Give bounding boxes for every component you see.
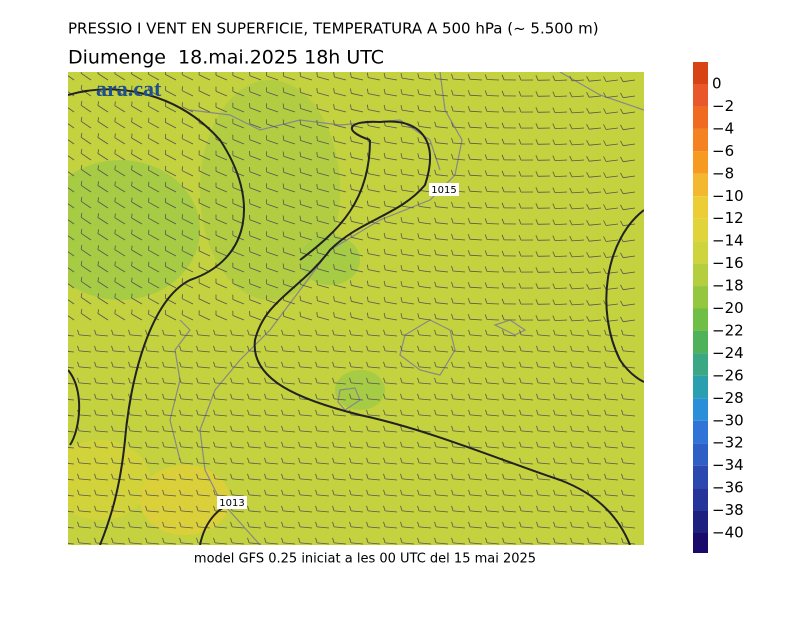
isobar-label-box: [429, 183, 459, 196]
colorbar-swatch: [693, 151, 708, 174]
title: PRESSIO I VENT EN SUPERFICIE, TEMPERATUR…: [68, 20, 599, 38]
colorbar-swatch: [693, 263, 708, 287]
colorbar-label: −28: [712, 389, 744, 407]
colorbar-label: −30: [712, 411, 744, 429]
temperature-area: [68, 440, 150, 520]
isobars: [68, 88, 644, 545]
wind-barbs: [68, 72, 636, 545]
colorbar-swatch: [693, 196, 708, 219]
colorbar-label: 0: [712, 75, 722, 93]
colorbar-swatch: [693, 353, 708, 376]
colorbar-swatch: [693, 465, 708, 489]
colorbar-label: −40: [712, 524, 744, 542]
logo: ara.cat: [96, 76, 162, 101]
isobar-label: 1013: [219, 498, 244, 509]
colorbar-label: −8: [712, 164, 734, 182]
colorbar-swatch: [693, 173, 708, 197]
colorbar-label: −14: [712, 232, 744, 250]
colorbar-label: −4: [712, 119, 734, 137]
colorbar: 0 −2 −4 −6 −8 −10 −12 −14 −16 −18 −20 −22 −24 −26 −28 −…: [693, 62, 744, 553]
colorbar-swatch: [693, 398, 708, 421]
map: 1015 1013 ara.cat: [68, 72, 644, 545]
colorbar-swatch: [693, 420, 708, 444]
subtitle: Diumenge 18.mai.2025 18h UTC: [68, 47, 384, 69]
colorbar-label: −24: [712, 344, 744, 362]
footer: model GFS 0.25 iniciat a les 00 UTC del …: [194, 552, 536, 567]
temperature-area: [335, 370, 385, 410]
colorbar-label: −22: [712, 321, 744, 339]
colorbar-label: −12: [712, 209, 744, 227]
colorbar-label: −10: [712, 187, 744, 205]
colorbar-label: −38: [712, 501, 744, 519]
coastlines: [169, 72, 644, 545]
colorbar-label: −26: [712, 366, 744, 384]
map-background: [68, 72, 644, 545]
colorbar-label: −36: [712, 479, 744, 497]
colorbar-swatch: [693, 218, 708, 242]
temperature-area: [68, 160, 200, 300]
colorbar-swatch: [693, 488, 708, 511]
colorbar-swatch: [693, 106, 708, 129]
colorbar-label: −34: [712, 456, 744, 474]
colorbar-swatch: [693, 533, 708, 553]
isobar-label-box: [217, 496, 247, 509]
colorbar-swatch: [693, 84, 708, 107]
colorbar-swatch: [693, 286, 708, 309]
colorbar-swatch: [693, 443, 708, 466]
colorbar-label: −6: [712, 142, 734, 160]
isobar-label: 1015: [431, 185, 456, 196]
colorbar-label: −18: [712, 277, 744, 295]
colorbar-swatch: [693, 375, 708, 399]
colorbar-swatch: [693, 128, 708, 152]
colorbar-label: −32: [712, 434, 744, 452]
colorbar-swatch: [693, 308, 708, 331]
colorbar-swatch: [693, 241, 708, 264]
colorbar-swatch: [693, 510, 708, 533]
colorbar-label: −2: [712, 97, 734, 115]
colorbar-swatch: [693, 62, 708, 84]
colorbar-swatch: [693, 330, 708, 354]
colorbar-label: −20: [712, 299, 744, 317]
temperature-area: [140, 465, 230, 535]
colorbar-label: −16: [712, 254, 744, 272]
